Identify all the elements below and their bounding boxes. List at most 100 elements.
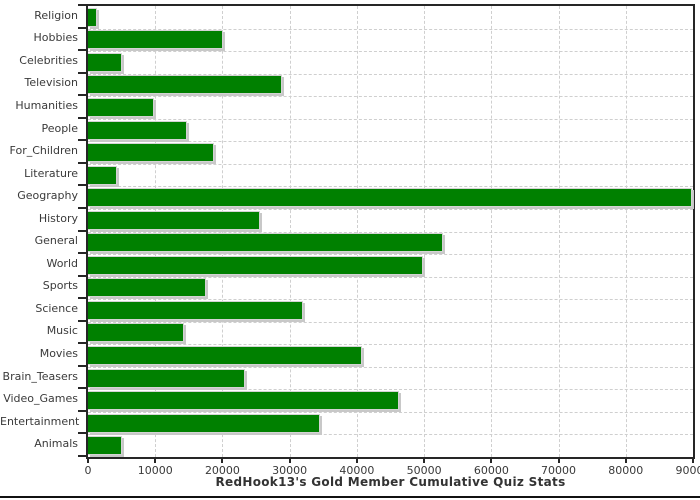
bar-humanities [88,97,154,117]
x-tick [355,457,358,463]
bar-video_games [88,391,399,411]
x-tick [490,457,493,463]
x-tick [692,457,694,463]
y-label-brain_teasers: Brain_Teasers [2,369,78,383]
y-label-video_games: Video_Games [3,392,78,406]
bar-entertainment [88,413,320,433]
bar-science [88,300,304,320]
y-label-animals: Animals [34,437,78,451]
x-tick-label: 60000 [473,464,509,477]
y-label-television: Television [24,76,79,90]
y-tick [78,342,87,345]
y-label-history: History [38,211,78,225]
bar-television [88,75,283,95]
y-tick [78,206,87,209]
y-tick [78,116,87,119]
y-tick [78,161,87,164]
x-tick [221,457,224,463]
bottom-border-line [0,496,700,498]
y-tick [78,4,87,6]
y-tick [78,26,87,29]
x-tick-label: 70000 [541,464,577,477]
horizontal-gridline [88,389,693,391]
y-label-celebrities: Celebrities [19,53,78,67]
horizontal-gridline [88,73,693,75]
horizontal-gridline [88,344,693,346]
y-tick [78,409,87,412]
y-label-geography: Geography [17,189,78,203]
y-label-humanities: Humanities [15,98,78,112]
y-label-hobbies: Hobbies [33,31,78,45]
x-tick-label: 80000 [608,464,644,477]
horizontal-gridline [88,118,693,120]
y-tick [78,274,87,277]
horizontal-gridline [88,141,693,143]
y-label-world: World [46,256,78,270]
bar-brain_teasers [88,368,246,388]
x-tick-label: 30000 [272,464,308,477]
horizontal-gridline [88,366,693,368]
plot-area [86,4,695,459]
y-label-entertainment: Entertainment [0,414,80,428]
y-label-music: Music [46,324,78,338]
y-tick [78,71,87,74]
horizontal-gridline [88,434,693,436]
bar-music [88,323,185,343]
horizontal-gridline [88,299,693,301]
x-tick [423,457,426,463]
y-tick [78,297,87,300]
bar-history [88,210,261,230]
horizontal-gridline [88,51,693,53]
horizontal-gridline [88,321,693,323]
y-tick [78,139,87,142]
horizontal-gridline [88,28,693,30]
horizontal-gridline [88,276,693,278]
x-tick-label: 40000 [339,464,375,477]
x-tick-label: 50000 [406,464,442,477]
x-tick [154,457,157,463]
bar-religion [88,7,97,27]
horizontal-gridline [88,411,693,413]
horizontal-gridline [88,163,693,165]
bar-geography [88,188,692,208]
bar-general [88,233,443,253]
x-tick [557,457,560,463]
y-label-people: People [41,121,78,135]
bar-people [88,120,188,140]
y-label-movies: Movies [39,347,78,361]
horizontal-gridline [88,186,693,188]
x-tick [288,457,291,463]
y-tick [78,432,87,435]
horizontal-gridline [88,208,693,210]
bar-hobbies [88,30,224,50]
bar-for_children [88,143,215,163]
y-tick [78,252,87,255]
y-label-general: General [34,234,78,248]
y-label-science: Science [35,301,78,315]
bar-sports [88,278,206,298]
y-label-sports: Sports [42,279,78,293]
y-label-for_children: For_Children [9,144,78,158]
horizontal-gridline [88,96,693,98]
bar-celebrities [88,52,123,72]
y-tick [78,319,87,322]
x-tick-label: 10000 [137,464,173,477]
y-tick [78,387,87,390]
x-tick-label: 0 [84,464,92,477]
horizontal-gridline [88,231,693,233]
y-tick [78,184,87,187]
x-tick [87,457,89,463]
y-tick [78,229,87,232]
y-tick [78,455,87,457]
bar-literature [88,165,117,185]
horizontal-gridline [88,254,693,256]
x-tick-label: 20000 [204,464,240,477]
x-tick [624,457,627,463]
x-tick-label: 90000 [675,464,700,477]
bar-world [88,255,423,275]
y-tick [78,49,87,52]
y-tick [78,94,87,97]
bar-movies [88,346,363,366]
y-label-literature: Literature [24,166,78,180]
